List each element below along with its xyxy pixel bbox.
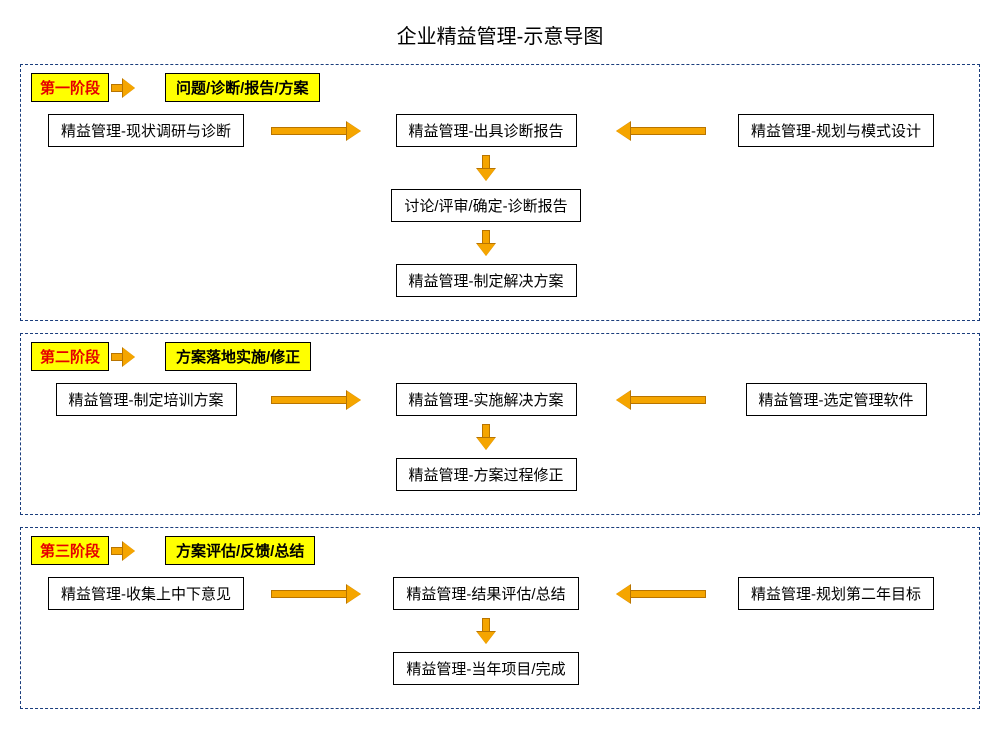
flow-node: 讨论/评审/确定-诊断报告 [391,189,580,222]
stage-2: 第二阶段方案落地实施/修正精益管理-制定培训方案精益管理-实施解决方案精益管理-… [20,333,980,515]
arrow-left-icon [616,393,706,407]
stage-label: 第二阶段 [31,342,109,371]
stage-header: 第二阶段 方案落地实施/修正 [31,342,964,371]
stage-label: 第一阶段 [31,73,109,102]
flow-node: 精益管理-收集上中下意见 [48,577,244,610]
arrow-down-icon [479,155,493,181]
stage-header: 第三阶段 方案评估/反馈/总结 [31,536,964,565]
stage-desc: 问题/诊断/报告/方案 [165,73,320,102]
arrow-right-icon [111,81,135,95]
stage-desc: 方案评估/反馈/总结 [165,536,315,565]
flow-node: 精益管理-规划第二年目标 [738,577,934,610]
flow-node: 精益管理-实施解决方案 [396,383,577,416]
arrow-left-icon [616,124,706,138]
stages-container: 第一阶段问题/诊断/报告/方案精益管理-现状调研与诊断精益管理-出具诊断报告精益… [20,64,980,709]
stage-3: 第三阶段方案评估/反馈/总结精益管理-收集上中下意见精益管理-结果评估/总结精益… [20,527,980,709]
flow-node: 精益管理-制定解决方案 [396,264,577,297]
flow-node: 精益管理-制定培训方案 [56,383,237,416]
arrow-right-icon [111,544,135,558]
flow-node: 精益管理-结果评估/总结 [393,577,578,610]
flow-row: 精益管理-收集上中下意见 精益管理-结果评估/总结 精益管理-规划第二年目标 [36,577,964,610]
arrow-right-icon [271,587,361,601]
arrow-right-icon [271,124,361,138]
flow-node: 精益管理-现状调研与诊断 [48,114,244,147]
stage-desc: 方案落地实施/修正 [165,342,311,371]
stage-label: 第三阶段 [31,536,109,565]
stage-header: 第一阶段 问题/诊断/报告/方案 [31,73,964,102]
arrow-right-icon [111,350,135,364]
flow-node: 精益管理-出具诊断报告 [396,114,577,147]
arrow-down-icon [479,230,493,256]
flow-row: 精益管理-现状调研与诊断 精益管理-出具诊断报告 精益管理-规划与模式设计 [36,114,964,147]
arrow-down-icon [479,618,493,644]
flow-node: 精益管理-规划与模式设计 [738,114,934,147]
arrow-left-icon [616,587,706,601]
flow-node: 精益管理-当年项目/完成 [393,652,578,685]
stage-1: 第一阶段问题/诊断/报告/方案精益管理-现状调研与诊断精益管理-出具诊断报告精益… [20,64,980,321]
diagram-title: 企业精益管理-示意导图 [20,20,980,49]
flow-node: 精益管理-方案过程修正 [396,458,577,491]
arrow-down-icon [479,424,493,450]
flow-node: 精益管理-选定管理软件 [746,383,927,416]
flow-row: 精益管理-制定培训方案 精益管理-实施解决方案 精益管理-选定管理软件 [36,383,964,416]
arrow-right-icon [271,393,361,407]
